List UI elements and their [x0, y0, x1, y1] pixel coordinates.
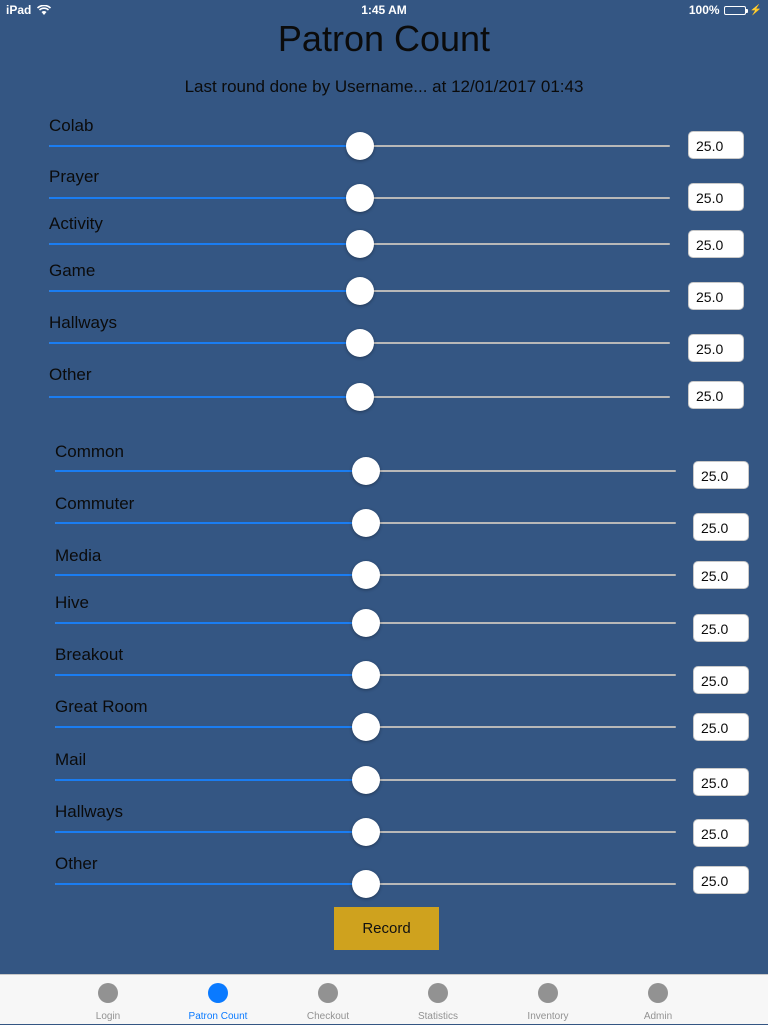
count-value-field[interactable]: 25.0 [688, 334, 744, 362]
slider-label: Hallways [55, 802, 124, 821]
slider-label: Media [55, 546, 102, 565]
tab-icon [318, 983, 338, 1003]
slider-label: Game [49, 261, 96, 280]
slider-filled-track [49, 197, 360, 199]
slider-thumb[interactable] [346, 230, 374, 258]
slider-thumb[interactable] [346, 329, 374, 357]
slider-thumb[interactable] [346, 383, 374, 411]
slider-label: Colab [49, 116, 94, 135]
tab-label: Login [95, 1011, 121, 1022]
slider-thumb[interactable] [352, 713, 380, 741]
tab-icon [208, 983, 228, 1003]
tab-checkout[interactable]: Checkout [283, 975, 373, 1025]
slider-filled-track [49, 290, 360, 292]
slider-filled-track [55, 574, 366, 576]
count-value-field[interactable]: 25.0 [693, 561, 749, 589]
page-title: Patron Count [277, 18, 491, 59]
slider-filled-track [55, 470, 366, 472]
count-value-field[interactable]: 25.0 [688, 183, 744, 211]
count-value-field[interactable]: 25.0 [693, 819, 749, 847]
slider-label: Prayer [49, 167, 100, 186]
status-bar: iPad 1:45 AM 100% ⚡ [0, 0, 768, 20]
count-value-field[interactable]: 25.0 [693, 513, 749, 541]
battery-percent: 100% [688, 3, 720, 17]
count-value-field[interactable]: 25.0 [693, 614, 749, 642]
slider-filled-track [55, 883, 366, 885]
slider-thumb[interactable] [346, 184, 374, 212]
last-round-info: Last round done by Username... at 12/01/… [184, 77, 584, 96]
tab-label: Checkout [306, 1011, 350, 1022]
slider-filled-track [55, 779, 366, 781]
slider-filled-track [49, 145, 360, 147]
slider-thumb[interactable] [352, 457, 380, 485]
tab-icon [98, 983, 118, 1003]
tab-statistics[interactable]: Statistics [393, 975, 483, 1025]
device-name: iPad [6, 3, 32, 17]
count-value-field[interactable]: 25.0 [693, 768, 749, 796]
slider-thumb[interactable] [346, 132, 374, 160]
slider-filled-track [55, 522, 366, 524]
slider-filled-track [49, 243, 360, 245]
slider-label: Activity [49, 214, 103, 233]
count-value-field[interactable]: 25.0 [688, 230, 744, 258]
slider-thumb[interactable] [352, 661, 380, 689]
tab-label: Inventory [527, 1011, 569, 1022]
slider-thumb[interactable] [352, 561, 380, 589]
status-time: 1:45 AM [361, 3, 407, 17]
record-button[interactable]: Record [334, 907, 439, 950]
slider-label: Other [55, 854, 98, 873]
slider-filled-track [55, 674, 366, 676]
battery-icon [723, 5, 748, 15]
slider-filled-track [49, 342, 360, 344]
slider-label: Mail [55, 750, 87, 769]
slider-thumb[interactable] [352, 818, 380, 846]
slider-filled-track [55, 622, 366, 624]
wifi-icon [37, 5, 52, 15]
count-value-field[interactable]: 25.0 [693, 713, 749, 741]
tab-icon [648, 983, 668, 1003]
tab-label: Statistics [417, 1011, 458, 1022]
count-value-field[interactable]: 25.0 [693, 666, 749, 694]
slider-filled-track [55, 831, 366, 833]
slider-thumb[interactable] [352, 509, 380, 537]
tab-label: Admin [643, 1011, 673, 1022]
slider-label: Hallways [49, 313, 118, 332]
tab-inventory[interactable]: Inventory [503, 975, 593, 1025]
slider-thumb[interactable] [352, 766, 380, 794]
tab-bar: Login Patron Count Checkout Statistics Inven… [0, 974, 768, 1024]
slider-thumb[interactable] [352, 870, 380, 898]
charging-icon: ⚡ [749, 4, 762, 16]
slider-label: Common [55, 442, 124, 461]
tab-login[interactable]: Login [63, 975, 153, 1025]
slider-thumb[interactable] [352, 609, 380, 637]
count-value-field[interactable]: 25.0 [693, 866, 749, 894]
slider-filled-track [55, 726, 366, 728]
slider-thumb[interactable] [346, 277, 374, 305]
slider-label: Breakout [55, 645, 124, 664]
tab-icon [428, 983, 448, 1003]
count-value-field[interactable]: 25.0 [688, 282, 744, 310]
count-value-field[interactable]: 25.0 [688, 381, 744, 409]
tab-icon [538, 983, 558, 1003]
tab-admin[interactable]: Admin [613, 975, 703, 1025]
tab-patron-count[interactable]: Patron Count [173, 975, 263, 1025]
count-value-field[interactable]: 25.0 [693, 461, 749, 489]
slider-label: Great Room [55, 697, 148, 716]
tab-label: Patron Count [188, 1011, 248, 1022]
slider-label: Commuter [55, 494, 135, 513]
slider-label: Other [49, 365, 92, 384]
slider-label: Hive [55, 593, 90, 612]
count-value-field[interactable]: 25.0 [688, 131, 744, 159]
slider-filled-track [49, 396, 360, 398]
